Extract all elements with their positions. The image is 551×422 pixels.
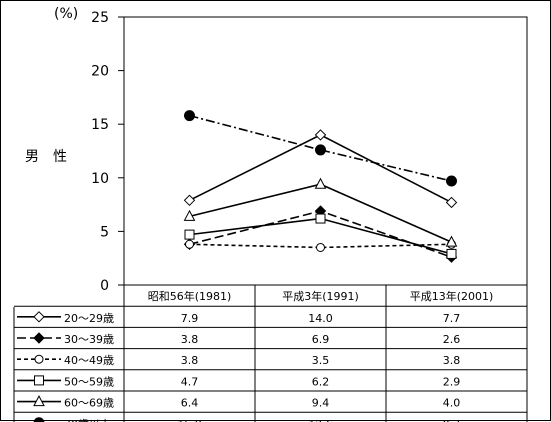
circle-marker xyxy=(34,354,44,364)
table-value: 7.9 xyxy=(181,312,199,325)
y-axis-label: 男 性 xyxy=(25,149,67,165)
table-value: 9.4 xyxy=(312,397,330,410)
category-label: 昭和56年(1981) xyxy=(148,289,232,303)
circle-marker xyxy=(185,239,194,249)
y-unit-label: (%) xyxy=(54,6,78,22)
diamond-marker xyxy=(33,332,45,344)
circle-marker xyxy=(315,144,326,156)
table-value: 15.8 xyxy=(177,418,202,422)
y-tick-label: 25 xyxy=(91,10,109,26)
table-value: 9.7 xyxy=(443,418,461,422)
legend-series-name: 30～39歳 xyxy=(64,333,114,346)
table-value: 2.9 xyxy=(443,375,461,388)
legend-series-name: 60～69歳 xyxy=(64,397,114,410)
table-value: 4.7 xyxy=(181,375,199,388)
table-value: 3.8 xyxy=(181,354,199,367)
table-value: 14.0 xyxy=(308,312,333,325)
diamond-marker xyxy=(183,194,196,207)
table-value: 3.8 xyxy=(181,333,199,346)
triangle-marker xyxy=(314,177,327,189)
diamond-marker xyxy=(445,196,458,209)
table-value: 4.0 xyxy=(443,397,461,410)
circle-marker xyxy=(446,175,457,187)
square-marker xyxy=(184,229,195,240)
triangle-marker xyxy=(183,209,196,221)
y-tick-label: 10 xyxy=(91,171,109,187)
y-tick-label: 5 xyxy=(100,224,109,240)
diamond-marker xyxy=(33,311,45,323)
series-line xyxy=(189,114,452,182)
table-value: 12.6 xyxy=(308,418,333,422)
square-marker xyxy=(34,375,44,386)
y-tick-label: 0 xyxy=(100,278,109,294)
circle-marker xyxy=(184,110,195,122)
diamond-marker xyxy=(314,129,327,141)
legend-series-name: 50～59歳 xyxy=(64,375,114,388)
legend-series-name: 40～49歳 xyxy=(64,354,114,367)
square-marker xyxy=(446,248,457,259)
table-value: 3.5 xyxy=(312,354,330,367)
category-label: 平成3年(1991) xyxy=(282,289,359,303)
circle-marker xyxy=(33,417,45,422)
legend-series-name: 20～29歳 xyxy=(64,312,114,325)
circle-marker xyxy=(316,242,325,252)
table-value: 7.7 xyxy=(443,312,461,325)
triangle-marker xyxy=(445,235,458,247)
series-line xyxy=(189,243,452,249)
y-tick-label: 20 xyxy=(91,64,109,80)
plot-area xyxy=(123,16,528,286)
triangle-marker xyxy=(33,395,45,407)
category-label: 平成13年(2001) xyxy=(410,289,494,303)
square-marker xyxy=(315,213,326,224)
table-value: 6.2 xyxy=(312,375,330,388)
table-value: 6.4 xyxy=(181,397,199,410)
legend-series-name: 70歳以上 xyxy=(64,418,111,422)
table-value: 3.8 xyxy=(443,354,461,367)
table-value: 2.6 xyxy=(443,333,461,346)
y-tick-label: 15 xyxy=(91,117,109,133)
table-value: 6.9 xyxy=(312,333,330,346)
